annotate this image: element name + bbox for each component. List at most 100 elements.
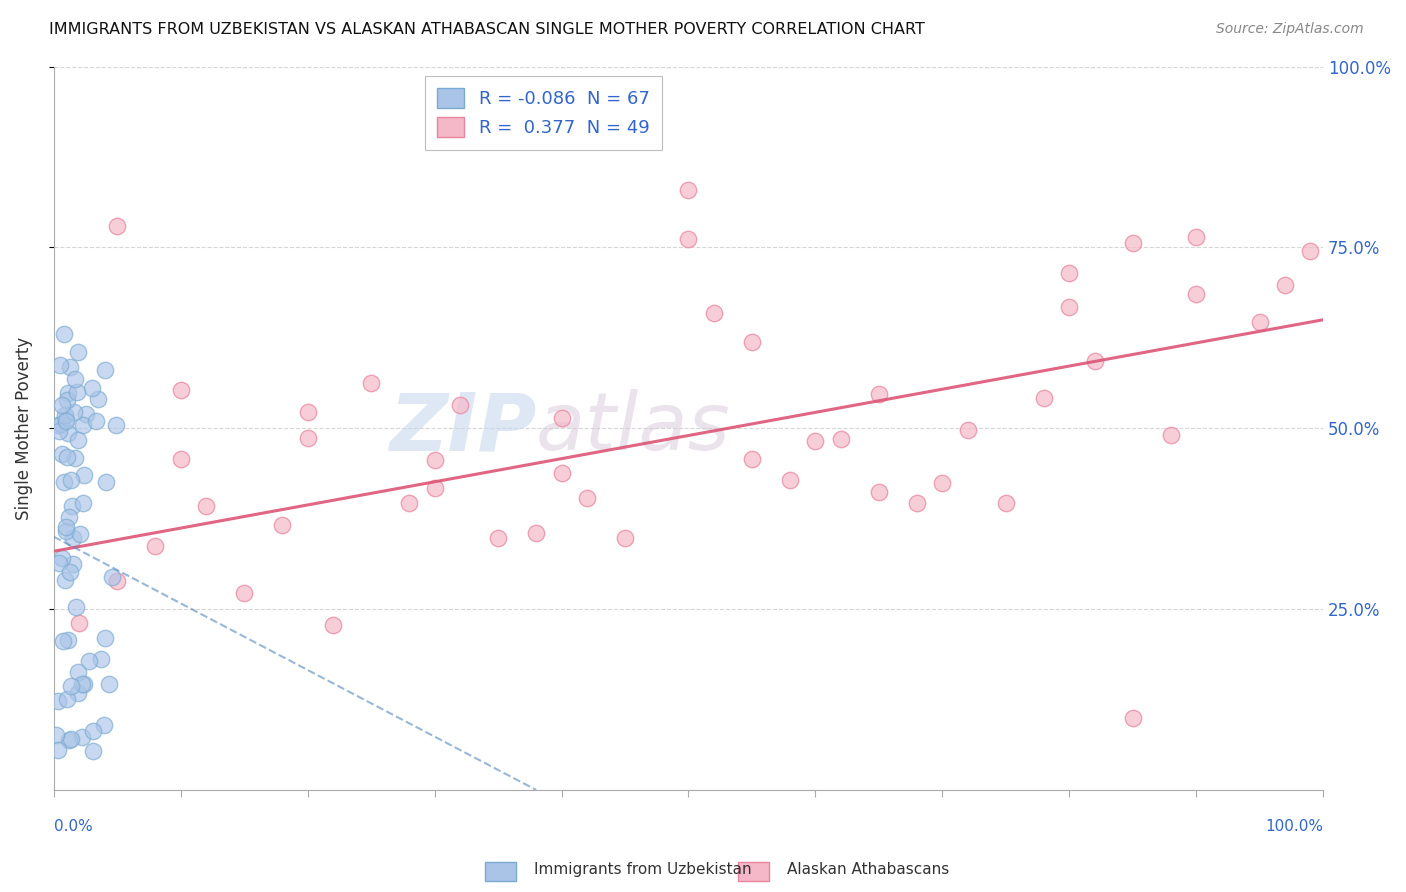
Point: [62, 532, 84, 546]
Point: [614, 531, 637, 545]
Point: [868, 386, 890, 401]
Point: [48, 424, 70, 438]
Point: [703, 306, 725, 320]
Point: [1249, 315, 1271, 329]
Point: [67, 434, 90, 448]
Point: [96, 475, 118, 489]
Point: [550, 466, 572, 480]
Point: [75, 407, 97, 421]
Point: [67, 615, 90, 630]
Point: [105, 219, 128, 233]
Point: [1160, 428, 1182, 442]
Point: [82, 381, 104, 395]
Point: [66, 665, 89, 680]
Point: [678, 183, 700, 197]
Point: [93, 718, 115, 732]
Point: [297, 431, 319, 445]
Point: [48, 556, 70, 570]
Point: [449, 398, 471, 412]
Text: Alaskan Athabascans: Alaskan Athabascans: [787, 863, 949, 877]
Point: [322, 618, 344, 632]
Point: [1274, 278, 1296, 293]
Point: [56, 450, 79, 465]
Point: [145, 539, 167, 553]
Point: [59, 565, 82, 579]
Point: [741, 452, 763, 467]
Point: [423, 482, 446, 496]
Point: [53, 327, 76, 342]
Point: [779, 473, 801, 487]
Point: [1059, 266, 1081, 280]
Point: [1032, 391, 1054, 405]
Point: [94, 631, 117, 645]
Point: [59, 732, 82, 747]
Point: [233, 586, 256, 600]
Y-axis label: Single Mother Poverty: Single Mother Poverty: [15, 336, 32, 520]
Point: [398, 496, 420, 510]
Point: [56, 393, 79, 408]
Point: [550, 411, 572, 425]
Point: [51, 446, 73, 460]
Point: [1059, 300, 1081, 314]
Point: [93, 363, 115, 377]
Point: [55, 414, 77, 428]
Point: [66, 385, 89, 400]
Point: [67, 686, 90, 700]
Text: IMMIGRANTS FROM UZBEKISTAN VS ALASKAN ATHABASCAN SINGLE MOTHER POVERTY CORRELATI: IMMIGRANTS FROM UZBEKISTAN VS ALASKAN AT…: [49, 22, 925, 37]
Point: [53, 408, 76, 422]
Point: [486, 531, 509, 545]
Point: [55, 411, 77, 425]
Point: [931, 475, 953, 490]
Point: [170, 383, 193, 397]
Point: [423, 453, 446, 467]
Point: [55, 692, 77, 706]
Point: [58, 632, 80, 647]
Point: [73, 468, 96, 483]
Point: [72, 496, 94, 510]
Point: [63, 372, 86, 386]
Point: [868, 485, 890, 500]
Point: [60, 500, 83, 514]
Point: [830, 433, 852, 447]
Point: [1185, 229, 1208, 244]
Point: [46, 418, 69, 433]
Point: [62, 557, 84, 571]
Point: [1122, 710, 1144, 724]
Point: [804, 434, 827, 448]
Point: [58, 732, 80, 747]
Point: [55, 524, 77, 538]
Point: [59, 359, 82, 374]
Text: 0.0%: 0.0%: [53, 819, 93, 834]
Point: [72, 730, 94, 744]
Point: [84, 414, 107, 428]
Point: [77, 654, 100, 668]
Point: [100, 570, 122, 584]
Point: [524, 525, 547, 540]
Point: [1122, 235, 1144, 250]
Point: [741, 334, 763, 349]
Point: [82, 744, 104, 758]
Point: [69, 527, 91, 541]
Point: [65, 451, 87, 466]
Point: [1084, 354, 1107, 368]
Point: [994, 495, 1017, 509]
Point: [271, 517, 294, 532]
Point: [360, 376, 382, 390]
Point: [1185, 287, 1208, 301]
Point: [56, 385, 79, 400]
Point: [104, 418, 127, 433]
Point: [905, 496, 928, 510]
Point: [52, 633, 75, 648]
Point: [90, 652, 112, 666]
Point: [53, 574, 76, 588]
Point: [87, 392, 110, 407]
Point: [51, 398, 73, 412]
Point: [46, 743, 69, 757]
Point: [678, 232, 700, 246]
Text: 100.0%: 100.0%: [1265, 819, 1323, 834]
Point: [46, 694, 69, 708]
Point: [98, 677, 121, 691]
Point: [58, 425, 80, 440]
Point: [72, 677, 94, 691]
Text: atlas: atlas: [536, 389, 731, 467]
